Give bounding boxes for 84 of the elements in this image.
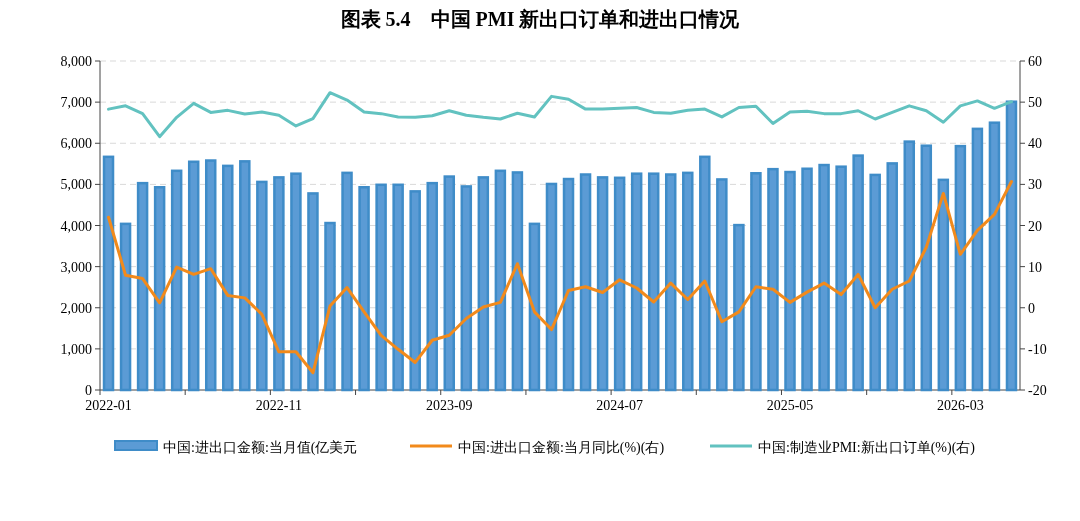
bar <box>511 171 524 392</box>
line-series <box>107 91 1013 139</box>
bar <box>988 121 1001 392</box>
bar <box>392 183 404 392</box>
bar <box>426 181 438 392</box>
y-tick-label: 2,000 <box>60 300 92 316</box>
y2-tick-label: 40 <box>1028 136 1042 152</box>
bar <box>579 173 592 392</box>
bar <box>341 171 353 392</box>
legend-label: 中国:进出口金额:当月值(亿美元 <box>163 440 358 456</box>
bar <box>920 144 933 392</box>
bar <box>204 159 217 392</box>
bar <box>170 169 183 392</box>
bar <box>358 186 370 392</box>
bar <box>750 172 762 392</box>
y2-tick-label: 30 <box>1028 177 1042 193</box>
bar <box>630 172 643 392</box>
bar <box>767 167 779 392</box>
bar <box>409 190 421 392</box>
bar <box>664 173 677 392</box>
y2-tick-label: 10 <box>1028 259 1042 275</box>
y-tick-label: 8,000 <box>60 54 92 69</box>
y2-tick-label: 50 <box>1028 95 1042 111</box>
bar <box>682 171 694 392</box>
bar <box>273 176 285 392</box>
y-tick-label: 7,000 <box>60 95 92 111</box>
x-tick-label: 2024-07 <box>596 398 643 413</box>
bar <box>801 167 813 392</box>
bar <box>562 177 575 392</box>
bar <box>784 170 796 392</box>
bar <box>187 160 200 392</box>
bar <box>937 178 950 392</box>
bar <box>818 163 830 392</box>
bar <box>136 181 149 392</box>
y2-tick-label: 20 <box>1028 218 1042 234</box>
bar <box>886 162 898 392</box>
x-tick-label: 2023-09 <box>425 398 473 413</box>
y-tick-label: 3,000 <box>60 259 92 275</box>
bar <box>307 192 319 392</box>
x-tick-label: 2022-01 <box>85 398 132 413</box>
y2-tick-label: 60 <box>1028 54 1042 69</box>
bar <box>222 164 234 392</box>
y-tick-label: 1,000 <box>60 341 92 357</box>
y2-tick-label: 0 <box>1028 300 1035 316</box>
bar <box>954 144 967 392</box>
bar <box>903 140 916 392</box>
bar <box>596 176 609 392</box>
y-tick-label: 5,000 <box>60 177 92 193</box>
legend-label: 中国:制造业PMI:新出口订单(%)(右) <box>758 440 976 456</box>
x-tick-label: 2022-11 <box>255 398 302 413</box>
bar <box>375 183 387 392</box>
bar <box>971 127 984 392</box>
bar <box>239 160 251 392</box>
y2-tick-label: -10 <box>1028 341 1047 357</box>
x-tick-label: 2025-05 <box>766 398 814 413</box>
bar <box>290 172 302 392</box>
bar <box>443 175 456 392</box>
bar <box>477 176 490 392</box>
y2-tick-label: -20 <box>1028 383 1047 398</box>
bar <box>699 155 711 392</box>
bar <box>852 154 864 392</box>
bar <box>835 165 847 392</box>
bar <box>324 221 336 392</box>
bar <box>545 182 558 392</box>
bar <box>647 172 660 392</box>
line-series <box>107 180 1013 375</box>
bar <box>716 178 728 392</box>
legend-label: 中国:进出口金额:当月同比(%)(右) <box>458 440 665 456</box>
chart-title: 图表 5.4 中国 PMI 新出口订单和进出口情况 <box>340 8 741 30</box>
bar <box>613 176 626 392</box>
bar <box>119 222 132 392</box>
bar <box>869 173 881 392</box>
y-tick-label: 4,000 <box>60 218 92 234</box>
bar <box>256 180 268 392</box>
bar <box>494 169 507 392</box>
bar <box>153 186 166 392</box>
y-tick-label: 0 <box>85 383 92 398</box>
bar <box>733 223 745 392</box>
bar <box>528 222 541 392</box>
bar <box>460 185 473 392</box>
bar <box>102 155 115 392</box>
y-tick-label: 6,000 <box>60 136 92 152</box>
bar <box>1005 100 1018 392</box>
x-tick-label: 2026-03 <box>937 398 984 413</box>
